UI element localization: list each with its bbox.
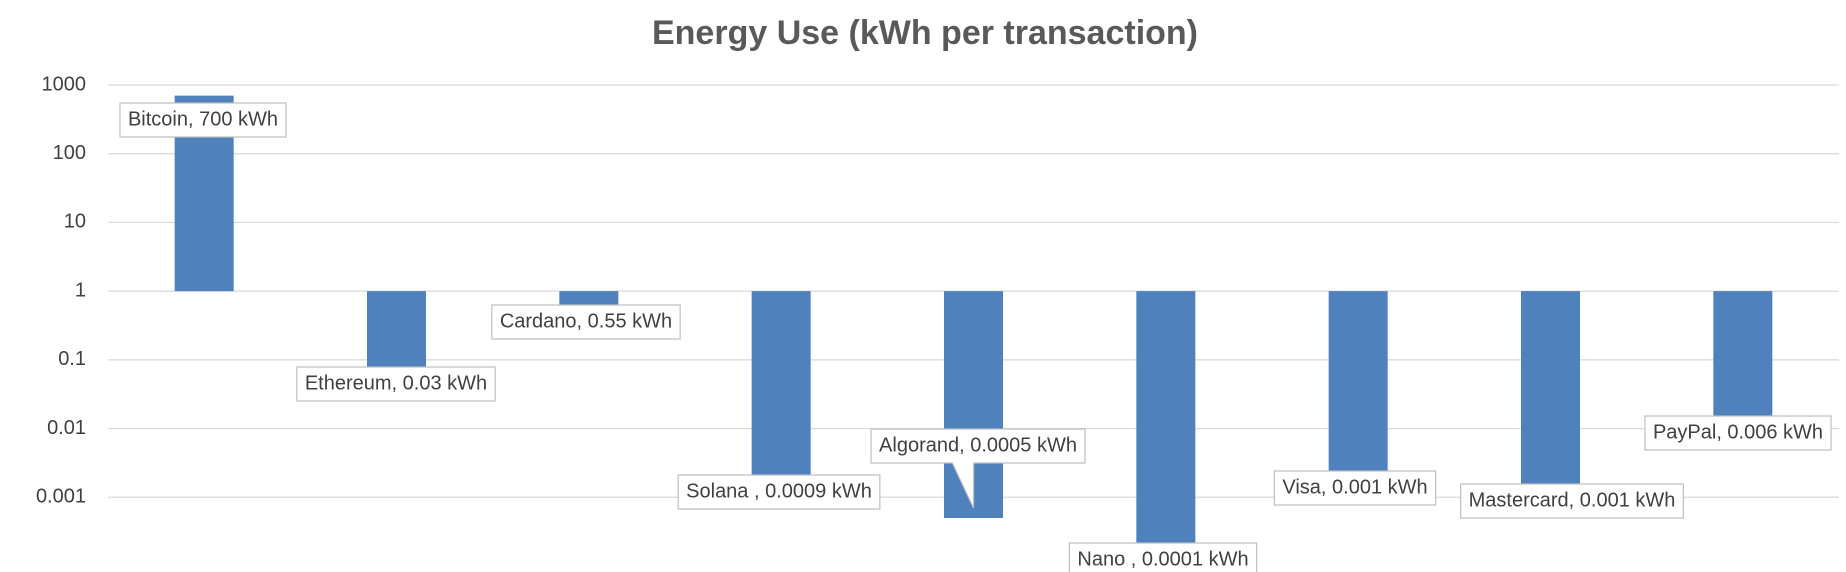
data-label-box — [677, 474, 881, 510]
data-label-text: PayPal, 0.006 kWh — [1653, 421, 1823, 443]
bar — [1136, 291, 1196, 566]
data-label-text: Algorand, 0.0005 kWh — [879, 434, 1077, 456]
chart-title: Energy Use (kWh per transaction) — [652, 14, 1198, 52]
y-tick-label: 0.001 — [36, 486, 86, 508]
data-label-box — [1460, 483, 1684, 519]
data-label: Bitcoin, 700 kWh — [119, 102, 287, 138]
data-label: PayPal, 0.006 kWh — [1644, 415, 1832, 451]
y-tick-label: 100 — [53, 142, 86, 164]
bar — [1328, 291, 1388, 498]
data-label-box — [1273, 470, 1437, 506]
data-label-box — [296, 366, 496, 402]
bar — [1521, 291, 1580, 498]
y-tick-label: 0.1 — [58, 348, 86, 370]
data-label: Cardano, 0.55 kWh — [491, 304, 681, 340]
data-label-text: Cardano, 0.55 kWh — [500, 310, 672, 332]
data-label-text: Nano , 0.0001 kWh — [1077, 548, 1248, 570]
data-label: Visa, 0.001 kWh — [1273, 470, 1437, 506]
data-label-box — [1644, 415, 1832, 451]
data-label: Ethereum, 0.03 kWh — [296, 366, 496, 402]
y-tick-label: 1000 — [42, 73, 87, 95]
data-label-text: Mastercard, 0.001 kWh — [1469, 489, 1676, 511]
data-label-box — [491, 304, 681, 340]
data-label-text: Solana , 0.0009 kWh — [686, 480, 872, 502]
y-tick-label: 1 — [75, 279, 86, 301]
data-label: Algorand, 0.0005 kWh — [870, 428, 1086, 509]
data-label-box — [119, 102, 287, 138]
data-label-box — [1068, 542, 1258, 572]
y-tick-label: 10 — [64, 211, 86, 233]
bar — [751, 291, 811, 501]
data-label-text: Bitcoin, 700 kWh — [128, 108, 278, 130]
data-label-text: Visa, 0.001 kWh — [1282, 476, 1427, 498]
data-label: Mastercard, 0.001 kWh — [1460, 483, 1684, 519]
data-label: Solana , 0.0009 kWh — [677, 474, 881, 510]
callout — [870, 428, 1086, 509]
y-tick-label: 0.01 — [47, 417, 86, 439]
data-label-text: Ethereum, 0.03 kWh — [305, 372, 487, 394]
data-label: Nano , 0.0001 kWh — [1068, 542, 1258, 572]
